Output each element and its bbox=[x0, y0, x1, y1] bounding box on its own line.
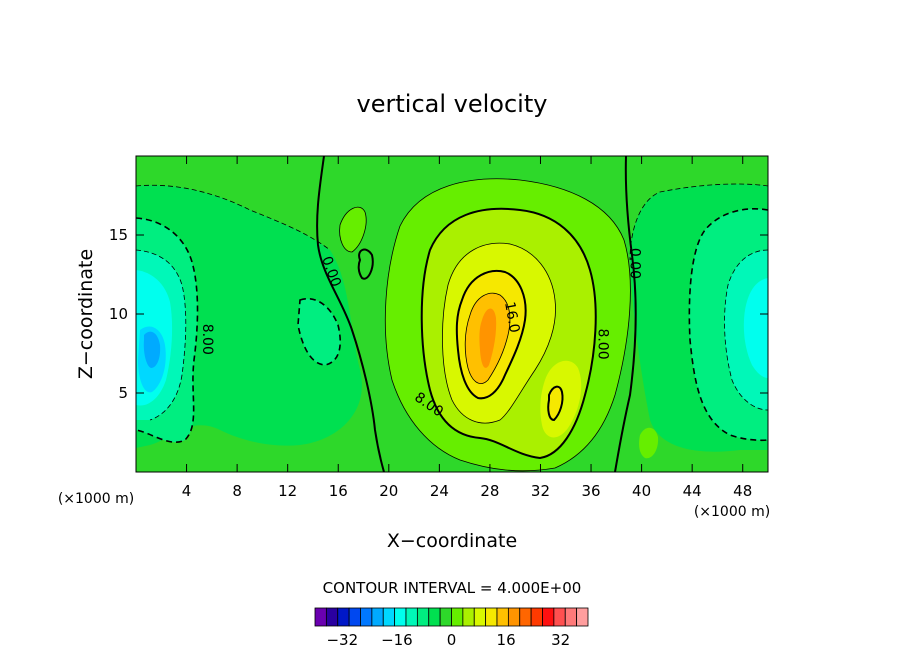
minus8-contour-left bbox=[136, 217, 199, 443]
contour-label-text: 8.00 bbox=[595, 328, 611, 359]
x-tick-label: 8 bbox=[232, 482, 242, 500]
colorbar-swatch bbox=[314, 607, 327, 627]
colorbar-swatch bbox=[576, 607, 589, 627]
small-cell-a bbox=[339, 207, 367, 252]
four-contour-center bbox=[384, 178, 631, 472]
contour-label: 8.00 bbox=[595, 328, 611, 359]
colorbar-swatch bbox=[337, 607, 350, 627]
x-tick-label: 16 bbox=[329, 482, 348, 500]
x-tick-label: 28 bbox=[480, 482, 499, 500]
colorbar-swatch bbox=[439, 607, 452, 627]
colorbar-tick-label: 32 bbox=[551, 631, 570, 649]
x-tick-label: 4 bbox=[182, 482, 192, 500]
contour-label-text: 8.00 bbox=[199, 324, 215, 355]
x-tick-label: 20 bbox=[379, 482, 398, 500]
x-axis-ticks: 4 8 12 16 20 24 28 32 36 40 44 48 bbox=[182, 156, 752, 500]
minus4-contour-left bbox=[136, 184, 331, 251]
colorbar-swatch bbox=[542, 607, 555, 627]
contour-interval-text: CONTOUR INTERVAL = 4.000E+00 bbox=[323, 579, 582, 597]
x-tick-label: 44 bbox=[683, 482, 702, 500]
minus4-contour-right bbox=[629, 183, 768, 261]
colorbar-swatch bbox=[507, 607, 521, 627]
bottom-cell-a bbox=[639, 427, 659, 459]
eight-contour-center bbox=[420, 207, 597, 460]
colorbar-swatch bbox=[485, 607, 498, 627]
x-tick-label: 40 bbox=[632, 482, 651, 500]
center-core-24 bbox=[479, 308, 497, 368]
colorbar-swatch bbox=[519, 607, 532, 627]
colorbar-swatch bbox=[394, 607, 407, 627]
x-unit-note-left: (×1000 m) bbox=[58, 491, 134, 507]
colorbar-tick-label: 0 bbox=[447, 631, 457, 649]
colorbar-swatch bbox=[371, 607, 384, 627]
x-tick-label: 36 bbox=[581, 482, 600, 500]
minus8-contour-inner bbox=[297, 298, 341, 366]
colorbar-swatch bbox=[553, 607, 566, 627]
twelve-contour-center bbox=[442, 242, 556, 424]
x-axis-label: X−coordinate bbox=[387, 530, 517, 552]
y-tick-label: 10 bbox=[109, 305, 128, 323]
x-unit-note-right: (×1000 m) bbox=[694, 504, 770, 520]
colorbar-swatch bbox=[462, 607, 475, 627]
x-tick-label: 24 bbox=[430, 482, 449, 500]
minus12-contour-right bbox=[724, 249, 768, 411]
four-contour-cell-a bbox=[339, 206, 367, 253]
colorbar-swatch bbox=[416, 607, 430, 627]
contour-label-text: 0.00 bbox=[626, 248, 642, 279]
y-axis-ticks: 5 10 15 bbox=[109, 226, 768, 402]
contour-label: 0.00 bbox=[626, 248, 642, 279]
colorbar-tick-labels: −32 −16 0 16 32 bbox=[326, 631, 570, 649]
twenty-contour-center bbox=[464, 292, 511, 384]
x-tick-label: 12 bbox=[278, 482, 297, 500]
colorbar-swatch bbox=[382, 607, 396, 627]
colorbar-tick-label: 16 bbox=[497, 631, 516, 649]
colorbar-tick-label: −32 bbox=[326, 631, 358, 649]
colorbar-swatch bbox=[473, 607, 487, 627]
contour-label-text: 16.0 bbox=[501, 301, 522, 334]
colorbar bbox=[314, 607, 589, 627]
minus12-contour-left bbox=[136, 249, 187, 421]
right-band-minus16 bbox=[743, 278, 768, 378]
colorbar-swatch bbox=[348, 607, 361, 627]
y-axis-label: Z−coordinate bbox=[75, 249, 97, 379]
sixteen-contour-center bbox=[455, 270, 527, 400]
colorbar-swatch bbox=[405, 607, 418, 627]
colorbar-swatch bbox=[496, 607, 509, 627]
colorbar-swatch bbox=[451, 607, 464, 627]
left-inner-minus8 bbox=[298, 298, 341, 365]
zero-contour-right bbox=[614, 156, 637, 472]
minus8-contour-right bbox=[688, 208, 768, 442]
zero-contour-left bbox=[316, 156, 385, 472]
contour-label: 8.00 bbox=[199, 324, 215, 355]
colorbar-swatch bbox=[360, 607, 373, 627]
colorbar-tick-label: −16 bbox=[381, 631, 413, 649]
left-core-minus24 bbox=[143, 331, 161, 368]
x-tick-label: 32 bbox=[531, 482, 550, 500]
colorbar-swatch bbox=[564, 607, 578, 627]
contour-label: 16.0 bbox=[501, 301, 522, 334]
chart-title: vertical velocity bbox=[357, 90, 548, 118]
colorbar-swatch bbox=[530, 607, 543, 627]
colorbar-swatch bbox=[325, 607, 339, 627]
y-tick-label: 5 bbox=[118, 384, 128, 402]
zero-contour-loop-a bbox=[357, 248, 374, 280]
sixteen-contour-lobe bbox=[547, 385, 564, 422]
y-tick-label: 15 bbox=[109, 226, 128, 244]
colorbar-swatch bbox=[428, 607, 441, 627]
x-tick-label: 48 bbox=[733, 482, 752, 500]
